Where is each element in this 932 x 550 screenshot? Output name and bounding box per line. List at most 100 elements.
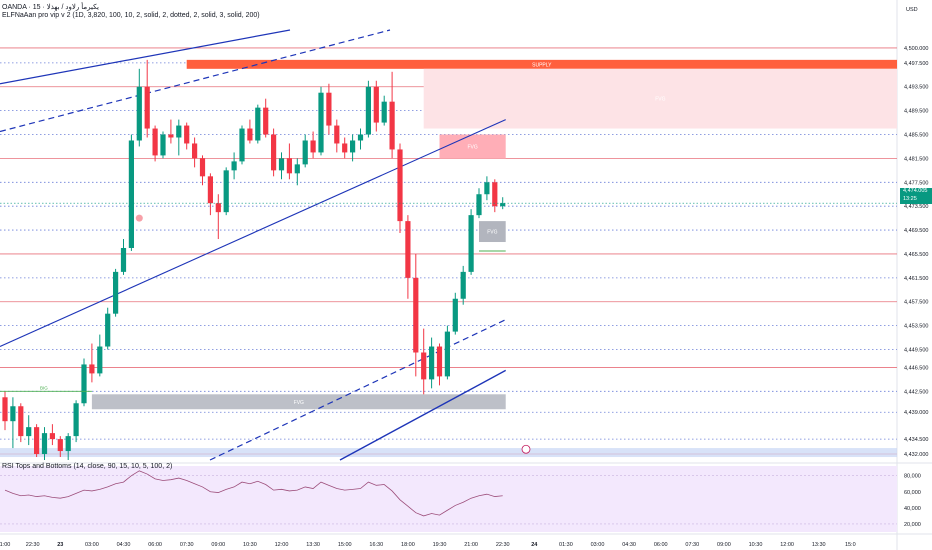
- y-tick-label: 4,500.000: [904, 46, 928, 52]
- rsi-tick-label: 60,000: [904, 490, 921, 496]
- zone-fvg_red: [439, 134, 506, 159]
- zone-fvg_gray: [91, 394, 506, 410]
- zone-supply: [186, 59, 897, 69]
- candle-body: [444, 331, 450, 377]
- zone-label: FVG: [294, 400, 304, 406]
- candle-body: [342, 143, 348, 153]
- x-tick-label: 22:30: [496, 542, 510, 548]
- candle-body: [113, 271, 119, 314]
- last-price-value: 4,474.005: [903, 188, 928, 194]
- candle-body: [421, 352, 427, 380]
- candle-body: [373, 86, 379, 123]
- channel-line: [0, 29, 391, 133]
- x-tick-label: 23: [57, 542, 63, 548]
- y-tick-label: 4,465.500: [904, 252, 928, 258]
- currency-label: USD: [906, 7, 918, 13]
- candle-body: [397, 149, 403, 222]
- candle-body: [452, 298, 458, 332]
- bottom-band: [0, 448, 897, 458]
- candle-body: [429, 346, 435, 380]
- candle-body: [49, 433, 55, 440]
- x-tick-label: 03:00: [85, 542, 99, 548]
- candle-body: [365, 86, 371, 135]
- candle-body: [294, 164, 300, 174]
- candle-body: [168, 134, 174, 138]
- candle-body: [231, 161, 237, 171]
- x-tick-label: 12:00: [275, 542, 289, 548]
- candle-body: [263, 107, 269, 135]
- x-tick-label: 13:30: [812, 542, 826, 548]
- candle-body: [105, 313, 111, 347]
- candle-body: [302, 140, 308, 165]
- big-label: BIG: [40, 385, 48, 390]
- candle-body: [326, 92, 332, 126]
- rsi-title: RSI Tops and Bottoms (14, close, 90, 15,…: [2, 463, 173, 470]
- candle-body: [65, 436, 71, 452]
- x-tick-label: 24: [531, 542, 538, 548]
- indicator-header: ELFNaAan pro vip v 2 (1D, 3,820, 100, 10…: [2, 12, 260, 19]
- zone-label: FVG: [467, 144, 477, 150]
- y-tick-label: 4,449.500: [904, 348, 928, 354]
- candle-body: [18, 406, 24, 437]
- candle-body: [255, 107, 261, 141]
- candle-body: [310, 140, 316, 153]
- y-tick-label: 4,461.500: [904, 276, 928, 282]
- y-tick-label: 4,481.500: [904, 156, 928, 162]
- x-tick-label: 10:30: [749, 542, 763, 548]
- y-tick-label: 4,457.500: [904, 300, 928, 306]
- candle-body: [97, 346, 103, 374]
- channel-line: [339, 369, 507, 461]
- candle-body: [57, 439, 63, 452]
- x-tick-label: 09:00: [717, 542, 731, 548]
- y-tick-label: 4,473.500: [904, 204, 928, 210]
- y-tick-label: 4,489.500: [904, 109, 928, 115]
- x-tick-label: 10:30: [243, 542, 257, 548]
- x-tick-label: 09:00: [211, 542, 225, 548]
- x-tick-label: 19:30: [433, 542, 447, 548]
- candle-body: [176, 125, 182, 138]
- last-price-badge[interactable]: 4,474.005 13:25: [900, 188, 932, 204]
- signal-dot: [135, 214, 143, 222]
- symbol-header: OANDA · 15 · يكيرمأ رلاود / بهذلا: [2, 4, 99, 11]
- x-tick-label: 21:00: [464, 542, 478, 548]
- y-tick-label: 4,485.500: [904, 133, 928, 139]
- x-tick-label: 07:30: [685, 542, 699, 548]
- candle-body: [278, 158, 285, 171]
- y-tick-label: 4,439.000: [904, 410, 928, 416]
- candle-body: [184, 125, 190, 144]
- x-tick-label: 12:00: [780, 542, 794, 548]
- candle-body: [160, 134, 166, 156]
- x-tick-label: 15:00: [338, 542, 352, 548]
- candle-body: [381, 101, 387, 123]
- candle-body: [271, 134, 277, 171]
- y-tick-label: 4,453.500: [904, 324, 928, 330]
- x-tick-label: 1:00: [0, 542, 10, 548]
- y-tick-label: 4,493.500: [904, 85, 928, 91]
- zone-label: SUPPLY: [532, 62, 552, 68]
- candle-body: [239, 128, 245, 162]
- candle-body: [26, 427, 32, 437]
- candle-body: [350, 140, 356, 153]
- candle-body: [500, 203, 506, 207]
- channel-line: [0, 29, 291, 85]
- zone-label: FVG: [655, 97, 665, 103]
- candle-body: [436, 346, 443, 377]
- zone-fvg_gray: [479, 221, 506, 243]
- candle-body: [389, 101, 395, 150]
- zone-label: FVG: [487, 230, 497, 236]
- y-tick-label: 4,442.500: [904, 389, 928, 395]
- x-tick-label: 06:00: [654, 542, 668, 548]
- candle-body: [318, 92, 324, 153]
- channel-line: [209, 319, 506, 461]
- candle-body: [484, 182, 490, 195]
- x-tick-label: 01:30: [559, 542, 573, 548]
- channel-line: [0, 119, 506, 348]
- candle-body: [144, 86, 150, 129]
- candle-body: [10, 406, 16, 422]
- x-tick-label: 04:30: [622, 542, 636, 548]
- candle-body: [215, 203, 221, 213]
- rsi-tick-label: 80,000: [904, 474, 921, 480]
- candle-body: [136, 86, 142, 141]
- candle-body: [357, 134, 364, 141]
